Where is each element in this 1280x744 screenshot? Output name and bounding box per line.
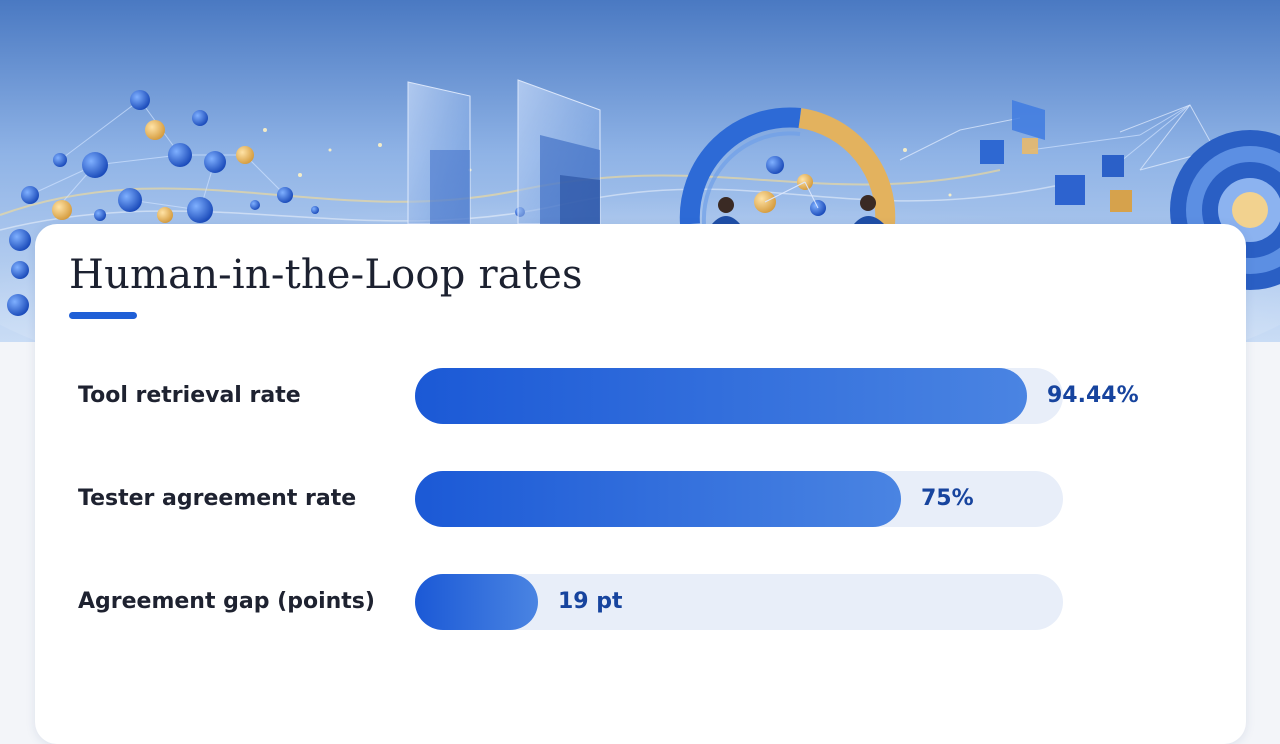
bar-track <box>415 471 1063 527</box>
bar-label: Tester agreement rate <box>78 486 357 511</box>
bar-value-label: 94.44% <box>1047 383 1139 408</box>
bar-row: Agreement gap (points) 19 pt <box>35 574 1246 630</box>
chart-title: Human-in-the-Loop rates <box>69 252 583 298</box>
bar-fill <box>415 471 901 527</box>
bar-track <box>415 574 1063 630</box>
bar-fill <box>415 368 1027 424</box>
bar-track <box>415 368 1063 424</box>
bar-fill <box>415 574 538 630</box>
bar-label: Tool retrieval rate <box>78 383 301 408</box>
bar-row: Tool retrieval rate 94.44% <box>35 368 1246 424</box>
bar-label: Agreement gap (points) <box>78 589 375 614</box>
bar-row: Tester agreement rate 75% <box>35 471 1246 527</box>
bar-value-label: 75% <box>921 486 974 511</box>
bar-value-label: 19 pt <box>558 589 623 614</box>
chart-card: Human-in-the-Loop rates Tool retrieval r… <box>35 224 1246 744</box>
title-underline <box>69 312 137 319</box>
